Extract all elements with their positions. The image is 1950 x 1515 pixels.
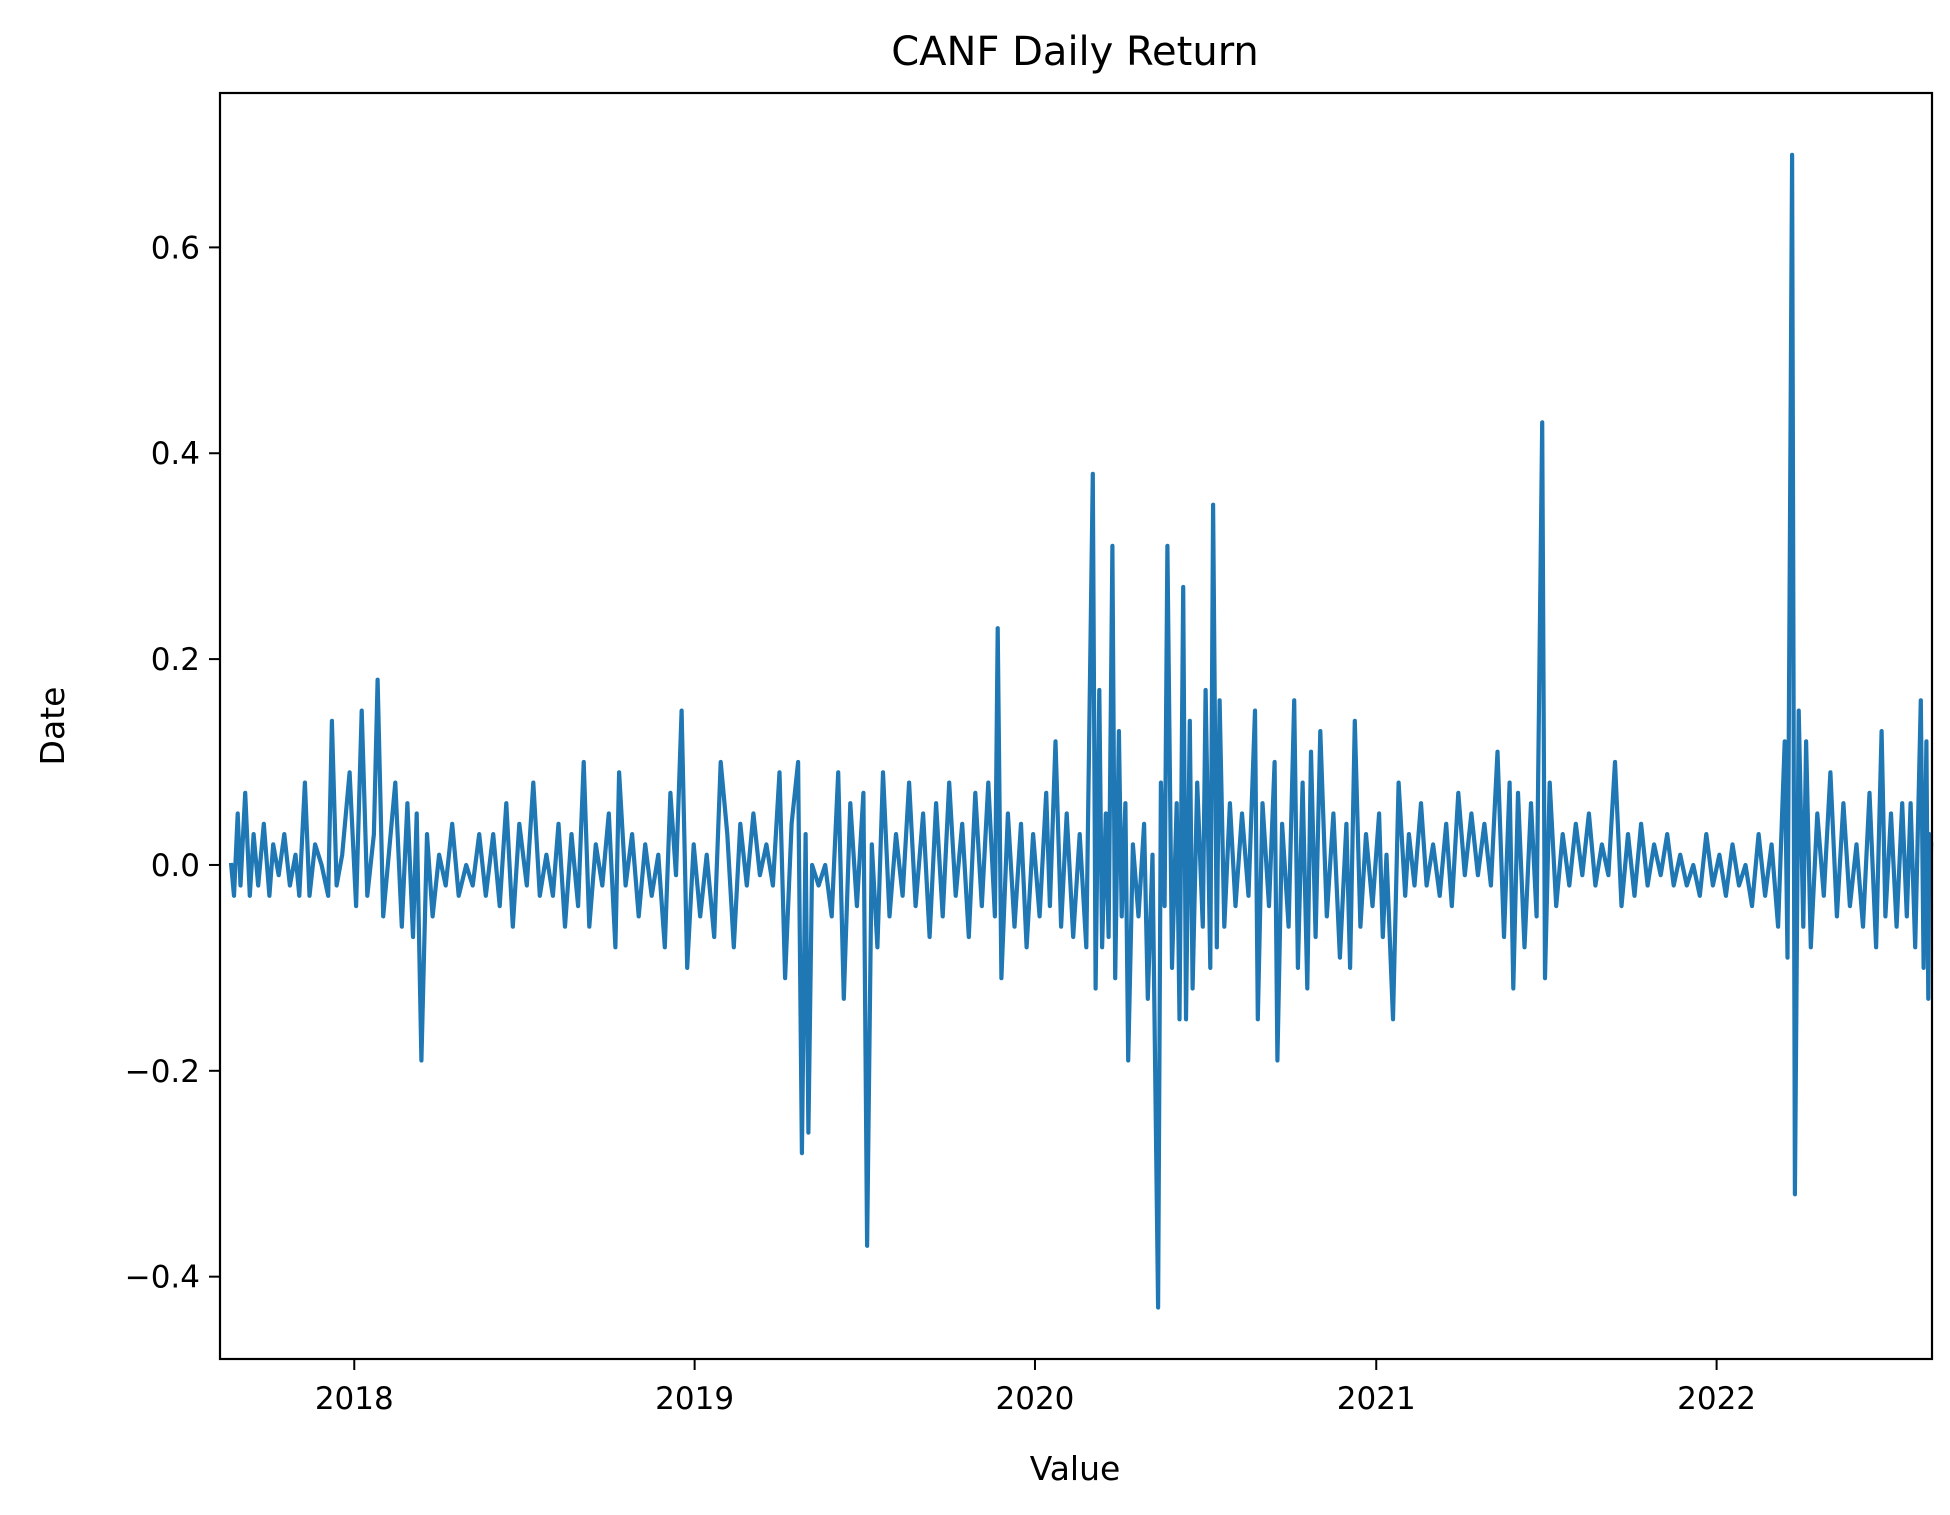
x-tick-label: 2019 <box>655 1381 734 1417</box>
plot-area <box>228 152 1934 1310</box>
y-tick-label: −0.4 <box>125 1260 200 1296</box>
x-tick-label: 2018 <box>315 1381 394 1417</box>
chart-title: CANF Daily Return <box>891 29 1259 75</box>
y-tick-label: 0.4 <box>151 436 200 472</box>
y-tick-label: 0.0 <box>151 848 200 884</box>
x-tick-label: 2022 <box>1677 1381 1756 1417</box>
x-axis-ticks: 2018 2019 2020 2021 2022 <box>315 1359 1756 1417</box>
y-axis-label: Date <box>33 687 72 766</box>
x-tick-label: 2021 <box>1337 1381 1416 1417</box>
y-axis-ticks: −0.4 −0.2 0.0 0.2 0.4 0.6 <box>125 230 220 1296</box>
y-tick-label: −0.2 <box>125 1054 200 1090</box>
y-tick-label: 0.2 <box>151 642 200 678</box>
axes-frame <box>218 91 1934 1361</box>
x-axis-label: Value <box>1030 1449 1121 1488</box>
y-tick-label: 0.6 <box>151 230 200 266</box>
series-line <box>228 152 1934 1310</box>
x-tick-label: 2020 <box>996 1381 1075 1417</box>
